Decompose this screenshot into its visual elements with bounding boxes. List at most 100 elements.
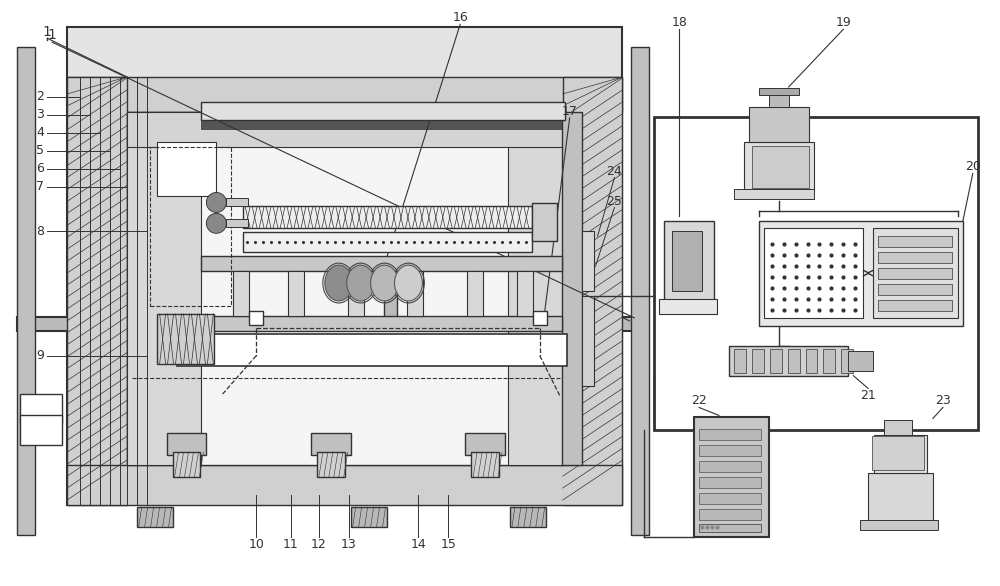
Text: 16: 16 [452, 11, 468, 24]
Bar [317, 452, 345, 477]
Circle shape [207, 214, 225, 232]
Bar [510, 507, 546, 527]
Bar [67, 28, 622, 505]
Bar [20, 415, 62, 445]
Bar [173, 452, 200, 477]
Text: 10: 10 [248, 539, 264, 551]
Bar [226, 219, 248, 227]
Text: 11: 11 [283, 539, 299, 551]
Text: 3: 3 [36, 108, 44, 121]
Text: 2: 2 [36, 90, 44, 104]
Bar [233, 271, 249, 316]
Bar [769, 95, 789, 107]
Ellipse shape [371, 265, 398, 301]
Text: 18: 18 [671, 16, 687, 29]
Text: 14: 14 [411, 539, 426, 551]
Bar [631, 47, 649, 535]
Bar [407, 271, 423, 316]
Bar [465, 433, 505, 455]
Bar [654, 117, 978, 430]
Bar [749, 107, 809, 142]
Bar [860, 520, 938, 530]
Bar [243, 232, 532, 252]
Bar [841, 349, 853, 373]
Bar [699, 445, 761, 456]
Bar [201, 102, 565, 120]
Bar [127, 112, 201, 465]
Text: 25: 25 [607, 195, 622, 208]
Text: 6: 6 [36, 162, 44, 175]
Bar [532, 203, 557, 241]
Bar [467, 271, 483, 316]
Text: 15: 15 [440, 539, 456, 551]
Text: 17: 17 [562, 105, 578, 118]
Bar [562, 112, 582, 465]
Text: 5: 5 [36, 144, 44, 157]
Bar [848, 351, 873, 370]
Bar [288, 271, 304, 316]
Bar [127, 112, 563, 146]
Bar [348, 271, 364, 316]
Bar [878, 268, 952, 279]
Bar [764, 229, 863, 318]
Text: 8: 8 [36, 225, 44, 238]
Bar [734, 189, 814, 199]
Bar [734, 349, 746, 373]
Bar [67, 77, 127, 505]
Bar [582, 231, 594, 291]
Bar [752, 349, 764, 373]
Bar [878, 236, 952, 247]
Text: 20: 20 [965, 160, 981, 173]
Text: 1: 1 [43, 25, 52, 39]
Bar [878, 300, 952, 311]
Bar [157, 142, 216, 196]
Bar [508, 112, 563, 465]
Bar [67, 465, 622, 505]
Bar [672, 231, 702, 291]
Bar [201, 256, 562, 271]
Text: 23: 23 [935, 394, 951, 407]
Bar [744, 142, 814, 192]
Bar [759, 88, 799, 95]
Bar [582, 296, 594, 386]
Bar [699, 430, 761, 440]
Bar [384, 265, 397, 320]
Bar [759, 222, 963, 326]
Bar [872, 437, 924, 470]
Bar [699, 524, 761, 532]
Bar [177, 334, 567, 366]
Bar [770, 349, 782, 373]
Bar [243, 206, 532, 229]
Bar [868, 473, 933, 523]
Text: 9: 9 [36, 349, 44, 362]
Bar [17, 317, 639, 331]
Bar [878, 252, 952, 263]
Bar [664, 222, 714, 301]
Text: 13: 13 [341, 539, 357, 551]
Bar [659, 299, 717, 314]
Bar [806, 349, 817, 373]
Bar [201, 120, 563, 129]
Ellipse shape [395, 265, 422, 301]
Bar [699, 493, 761, 504]
Bar [694, 417, 769, 537]
Bar [20, 394, 62, 423]
Bar [67, 77, 622, 112]
Bar [884, 420, 912, 435]
Text: 24: 24 [607, 165, 622, 178]
Ellipse shape [347, 265, 375, 301]
Bar [137, 507, 173, 527]
Bar [752, 146, 809, 189]
Text: 21: 21 [860, 389, 876, 402]
Bar [150, 146, 231, 306]
Bar [874, 435, 927, 473]
Bar [563, 77, 622, 505]
Bar [167, 433, 206, 455]
Bar [873, 229, 958, 318]
Bar [369, 318, 412, 326]
Bar [699, 509, 761, 520]
Bar [226, 199, 248, 206]
Circle shape [207, 193, 225, 212]
Bar [729, 346, 848, 376]
Bar [699, 461, 761, 472]
